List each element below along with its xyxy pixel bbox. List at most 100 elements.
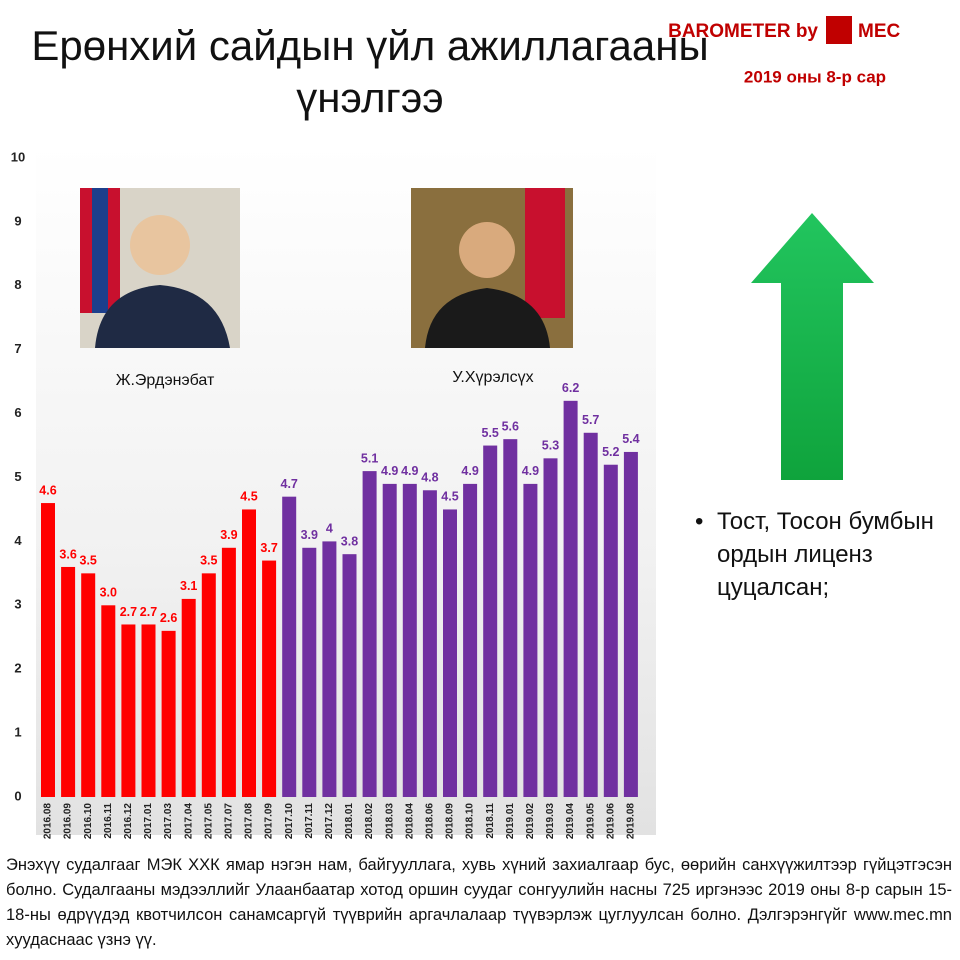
value-label: 3.9 — [220, 528, 237, 542]
logo-brand: MEC — [858, 21, 901, 42]
bar — [382, 483, 397, 797]
bar — [603, 464, 618, 797]
bar — [543, 458, 558, 797]
value-label: 4.9 — [401, 464, 418, 478]
bar — [282, 496, 297, 797]
y-tick-label: 7 — [14, 341, 21, 356]
bar — [483, 445, 498, 797]
bar — [161, 630, 176, 797]
bar — [623, 451, 638, 797]
bar — [121, 624, 136, 797]
value-label: 3.8 — [341, 534, 358, 548]
y-tick-label: 3 — [14, 597, 21, 612]
chart-title: Ерөнхий сайдын үйл ажиллагааны үнэлгээ — [31, 22, 709, 121]
bar — [322, 541, 337, 797]
value-label: 4.5 — [240, 490, 257, 504]
x-tick-label: 2017.10 — [284, 803, 295, 840]
x-tick-label: 2018.06 — [425, 803, 436, 840]
x-tick-label: 2018.04 — [404, 803, 415, 840]
bar — [61, 566, 76, 797]
footnote: Энэхүү судалгааг МЭК ХХК ямар нэгэн нам,… — [6, 856, 952, 949]
bar — [362, 471, 377, 797]
value-label: 4 — [326, 522, 333, 536]
series-name: У.Хүрэлсүх — [452, 369, 533, 386]
bar — [563, 400, 578, 797]
x-tick-label: 2016.09 — [63, 803, 74, 840]
value-label: 3.7 — [260, 541, 277, 555]
x-tick-label: 2019.03 — [545, 803, 556, 840]
value-label: 3.0 — [100, 586, 117, 600]
x-tick-label: 2018.11 — [485, 803, 496, 839]
value-label: 5.6 — [502, 419, 519, 433]
x-tick-label: 2016.12 — [123, 803, 134, 840]
x-tick-label: 2017.09 — [264, 803, 275, 840]
subtitle: 2019 оны 8-р сар — [744, 67, 886, 86]
x-tick-label: 2019.06 — [605, 803, 616, 840]
bar — [262, 560, 277, 797]
photo-right — [411, 188, 573, 348]
x-tick-label: 2018.09 — [445, 803, 456, 840]
bar — [463, 483, 478, 797]
value-label: 3.5 — [80, 554, 97, 568]
x-tick-label: 2017.05 — [203, 803, 214, 840]
x-tick-label: 2019.04 — [565, 803, 576, 840]
bar — [583, 432, 598, 797]
bullet: • — [695, 508, 704, 535]
value-label: 4.9 — [522, 464, 539, 478]
value-label: 4.5 — [441, 490, 458, 504]
x-tick-label: 2017.01 — [143, 803, 154, 840]
bar — [141, 624, 156, 797]
y-tick-label: 5 — [14, 469, 21, 484]
x-tick-label: 2018.02 — [364, 803, 375, 840]
value-label: 2.6 — [160, 611, 177, 625]
bar — [422, 490, 437, 797]
x-tick-label: 2018.01 — [344, 803, 355, 840]
y-tick-label: 8 — [14, 277, 21, 292]
bar — [242, 509, 256, 797]
value-label: 4.9 — [461, 464, 478, 478]
bar — [402, 483, 417, 797]
bar — [201, 573, 216, 797]
x-tick-label: 2016.11 — [103, 803, 114, 839]
value-label: 3.9 — [301, 528, 318, 542]
x-tick-label: 2017.08 — [244, 803, 255, 840]
y-tick-label: 0 — [14, 788, 21, 803]
x-tick-label: 2017.11 — [304, 803, 315, 839]
y-tick-label: 9 — [14, 213, 21, 228]
x-tick-label: 2019.05 — [585, 803, 596, 840]
bar — [221, 547, 236, 797]
bar — [523, 483, 538, 797]
value-label: 5.1 — [361, 451, 378, 465]
logo-text: BAROMETER by — [668, 21, 818, 42]
bar — [503, 439, 518, 797]
value-label: 3.1 — [180, 579, 197, 593]
x-tick-label: 2018.03 — [384, 803, 395, 840]
value-label: 5.2 — [602, 445, 619, 459]
up-arrow — [751, 213, 874, 480]
x-tick-label: 2019.08 — [626, 803, 637, 840]
x-tick-label: 2016.10 — [83, 803, 94, 840]
x-tick-label: 2017.12 — [324, 803, 335, 840]
y-tick-label: 1 — [14, 725, 21, 740]
bar — [181, 598, 196, 797]
y-tick-label: 2 — [14, 661, 21, 676]
bar — [81, 573, 96, 797]
chart: BAROMETER by MEC 2019 оны 8-р сар 0 1 2 3 4 5… — [11, 16, 901, 840]
value-label: 4.6 — [39, 483, 56, 497]
value-label: 2.7 — [120, 605, 137, 619]
value-label: 4.9 — [381, 464, 398, 478]
value-label: 4.8 — [421, 471, 438, 485]
x-tick-label: 2019.01 — [505, 803, 516, 840]
value-label: 5.4 — [622, 432, 639, 446]
value-label: 5.7 — [582, 413, 599, 427]
x-tick-label: 2016.08 — [43, 803, 54, 840]
x-tick-label: 2017.03 — [163, 803, 174, 840]
bar — [342, 554, 357, 797]
x-tick-label: 2019.02 — [525, 803, 536, 840]
photo-left — [80, 188, 240, 348]
bar — [101, 605, 116, 797]
x-tick-label: 2017.07 — [224, 803, 235, 840]
value-label: 6.2 — [562, 381, 579, 395]
value-label: 5.3 — [542, 439, 559, 453]
